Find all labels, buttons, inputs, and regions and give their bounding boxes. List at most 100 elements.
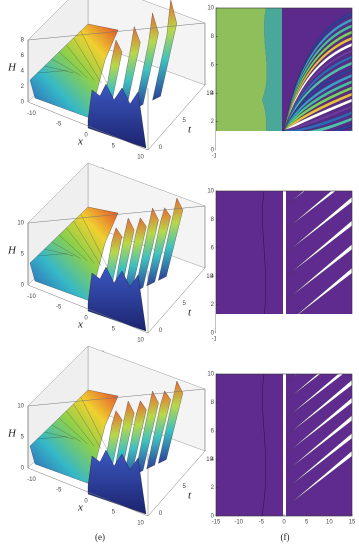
x-tick-label: 15 xyxy=(349,520,356,526)
figure-row: 02468-10-505100510Hxt(a)-15-10-505101502… xyxy=(7,0,356,176)
y-tick-label: 8 xyxy=(211,400,215,406)
axis-label-z: H xyxy=(7,428,17,440)
z-tick-label: 6 xyxy=(21,53,25,59)
t-tick-label: 10 xyxy=(206,274,213,280)
y-tick-label: 8 xyxy=(211,34,215,40)
surface-ridge xyxy=(134,390,159,475)
y-tick-label: 2 xyxy=(211,119,215,125)
x-tick-label: 10 xyxy=(326,520,333,526)
contour-line xyxy=(261,373,266,517)
surface-mesh xyxy=(51,58,81,76)
z-tick-label: 4 xyxy=(21,69,25,75)
surface-mesh xyxy=(44,248,74,257)
y-tick-label: 4 xyxy=(211,457,215,463)
t-tick-label: 0 xyxy=(159,511,163,517)
z-tick-label: 2 xyxy=(21,84,25,90)
surface-mesh xyxy=(66,410,95,447)
x-tick-label: 0 xyxy=(84,499,88,505)
surface-mesh xyxy=(58,234,88,262)
surface-ridge xyxy=(158,380,183,464)
z-tick-label: 10 xyxy=(17,404,24,410)
x-tick-label: -10 xyxy=(27,477,36,483)
surface-mesh xyxy=(80,213,109,269)
surface-ridge xyxy=(134,12,159,109)
y-tick-label: 0 xyxy=(211,148,215,154)
z-tick-label: 0 xyxy=(21,283,25,289)
axis-label-z: H xyxy=(7,245,17,257)
z-tick-label: 0 xyxy=(21,466,25,472)
axis-label-x: x xyxy=(77,136,83,148)
x-tick-label: -10 xyxy=(27,111,36,117)
y-tick-label: 2 xyxy=(211,485,215,491)
x-tick-label: -10 xyxy=(27,294,36,300)
axis-label-t: t xyxy=(188,124,192,136)
y-tick-label: 4 xyxy=(211,91,215,97)
x-tick-label: 10 xyxy=(137,154,144,160)
contour-region xyxy=(216,8,267,150)
axis-label-x: x xyxy=(77,319,83,331)
z-tick-label: 10 xyxy=(17,221,24,227)
surface-mesh xyxy=(37,70,67,74)
x-tick-label: 10 xyxy=(137,520,144,526)
x-tick-label: 5 xyxy=(305,520,309,526)
surface-mesh xyxy=(44,431,74,440)
x-tick-label: 5 xyxy=(112,326,116,332)
surface-mesh xyxy=(73,220,102,267)
y-tick-label: 0 xyxy=(211,514,215,520)
y-tick-label: 4 xyxy=(211,274,215,280)
t-tick-label: 0 xyxy=(159,328,163,334)
y-tick-label: 0 xyxy=(211,331,215,337)
surface-mesh xyxy=(66,44,95,81)
x-tick-label: -5 xyxy=(259,520,265,526)
x-tick-label: -5 xyxy=(56,305,62,311)
surface-mesh xyxy=(66,227,95,264)
surface-mesh xyxy=(51,424,81,442)
y-tick-label: 2 xyxy=(211,302,215,308)
surface-mesh xyxy=(58,417,88,445)
mask xyxy=(216,131,359,191)
surface-mesh xyxy=(58,51,88,79)
surface-mesh xyxy=(80,30,109,86)
t-tick-label: 5 xyxy=(183,484,187,490)
y-tick-label: 6 xyxy=(211,245,215,251)
surface-mesh xyxy=(37,436,67,440)
t-tick-label: 10 xyxy=(206,91,213,97)
surface-ridge xyxy=(134,207,159,292)
x-tick-label: -15 xyxy=(212,520,221,526)
y-tick-label: 6 xyxy=(211,62,215,68)
surface-mesh xyxy=(51,241,81,259)
axis-label-z: H xyxy=(7,62,17,74)
surface-mesh xyxy=(44,65,74,74)
contour-region xyxy=(262,8,282,150)
contour-gap xyxy=(283,374,286,516)
surface-ridge xyxy=(146,390,171,470)
t-tick-label: 0 xyxy=(159,145,163,151)
x-tick-label: 5 xyxy=(112,509,116,515)
panel-label: (e) xyxy=(95,532,105,542)
contour-gap xyxy=(283,191,286,333)
t-tick-label: 5 xyxy=(183,118,187,124)
x-tick-label: 10 xyxy=(137,337,144,343)
surface-ridge xyxy=(158,197,183,281)
x-tick-label: 0 xyxy=(282,520,286,526)
y-tick-label: 6 xyxy=(211,428,215,434)
surface-ridge xyxy=(152,0,177,101)
axis-label-t: t xyxy=(188,307,192,319)
surface-mesh xyxy=(73,403,102,450)
y-tick-label: 8 xyxy=(211,217,215,223)
axis-label-x: x xyxy=(77,502,83,514)
x-tick-label: 0 xyxy=(84,133,88,139)
figure-row: 0 5 10 -10 -5 0 5 10 0 5 10 Hx t (e) -15 -10 -5 0 5 10 15 0 2 4… xyxy=(7,314,359,542)
surface-mesh xyxy=(73,37,102,84)
y-tick-label: 10 xyxy=(207,372,214,378)
x-tick-label: -5 xyxy=(56,488,62,494)
surface-ridge xyxy=(146,207,171,287)
surface-mesh xyxy=(80,396,109,452)
x-tick-label: -10 xyxy=(234,520,243,526)
surface-mesh xyxy=(37,253,67,257)
t-tick-label: 10 xyxy=(206,457,213,463)
z-tick-label: 5 xyxy=(21,435,25,441)
z-tick-label: 8 xyxy=(21,38,25,44)
mask xyxy=(216,314,359,374)
